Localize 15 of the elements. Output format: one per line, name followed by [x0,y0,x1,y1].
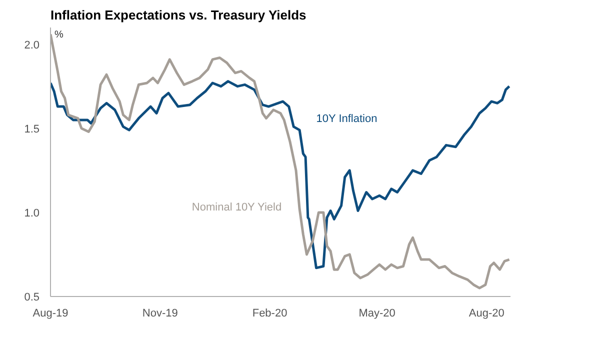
x-tick-label: Nov-19 [142,308,178,320]
y-tick-label: 1.0 [24,207,40,220]
x-tick-label: Feb-20 [252,308,288,320]
y-tick-label: 2.0 [24,39,40,52]
y-tick-label: 0.5 [24,292,40,304]
chart-title: Inflation Expectations vs. Treasury Yields [50,8,306,22]
x-tick-label: Aug-19 [32,308,68,320]
series-label: 10Y Inflation [316,112,378,125]
y-tick-label: 1.5 [24,123,40,136]
x-tick-label: May-20 [358,308,396,320]
x-tick-label: Aug-20 [468,308,504,320]
line-series [50,80,510,270]
y-axis-title: % [54,30,64,40]
series-label: Nominal 10Y Yield [192,202,282,214]
line-series [50,32,510,290]
